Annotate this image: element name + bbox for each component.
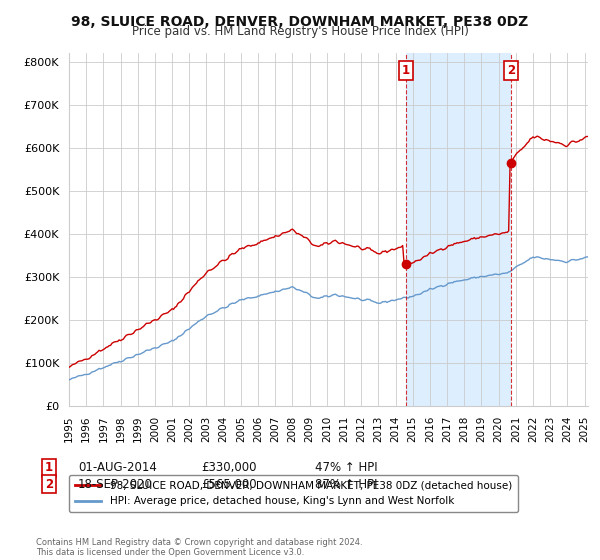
Text: £330,000: £330,000 (201, 461, 257, 474)
Text: 2: 2 (507, 64, 515, 77)
Bar (406, 53, 511, 406)
Text: 2: 2 (45, 478, 53, 491)
Text: 01-AUG-2014: 01-AUG-2014 (78, 461, 157, 474)
Text: 47% ↑ HPI: 47% ↑ HPI (315, 461, 377, 474)
Text: 18-SEP-2020: 18-SEP-2020 (78, 478, 153, 491)
Text: 1: 1 (45, 461, 53, 474)
Text: 1: 1 (401, 64, 410, 77)
Legend: 98, SLUICE ROAD, DENVER, DOWNHAM MARKET, PE38 0DZ (detached house), HPI: Average: 98, SLUICE ROAD, DENVER, DOWNHAM MARKET,… (69, 475, 518, 512)
Text: Contains HM Land Registry data © Crown copyright and database right 2024.
This d: Contains HM Land Registry data © Crown c… (36, 538, 362, 557)
Text: Price paid vs. HM Land Registry's House Price Index (HPI): Price paid vs. HM Land Registry's House … (131, 25, 469, 38)
Text: 87% ↑ HPI: 87% ↑ HPI (315, 478, 377, 491)
Text: 98, SLUICE ROAD, DENVER, DOWNHAM MARKET, PE38 0DZ: 98, SLUICE ROAD, DENVER, DOWNHAM MARKET,… (71, 15, 529, 29)
Text: £565,000: £565,000 (201, 478, 257, 491)
